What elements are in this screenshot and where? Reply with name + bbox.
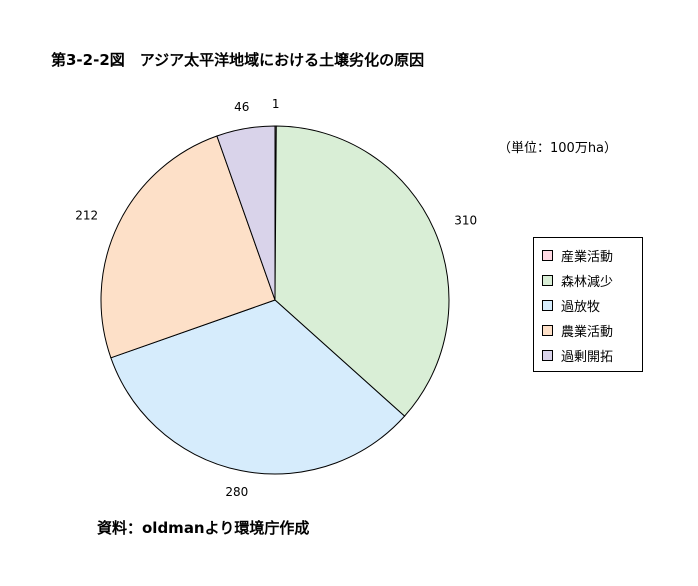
source-note: 資料：oldmanより環境庁作成: [97, 519, 310, 537]
legend-label: 産業活動: [561, 249, 614, 265]
pie-slice-2: [274, 125, 450, 417]
legend-swatch: [542, 324, 553, 336]
pie-slice-4: [100, 135, 276, 359]
legend-label: 森林減少: [561, 274, 614, 290]
legend-item: 農業活動: [542, 321, 614, 340]
legend: 産業活動森林減少過放牧農業活動過剰開拓: [533, 237, 643, 372]
legend-swatch: [542, 349, 553, 361]
legend-swatch: [542, 299, 553, 311]
legend-item: 産業活動: [542, 246, 614, 265]
legend-label: 過剰開拓: [561, 349, 614, 365]
pie-slice-5: [216, 125, 276, 301]
pie-data-label-3: 280: [225, 485, 248, 499]
pie-data-label-4: 212: [75, 208, 98, 222]
legend-label: 農業活動: [561, 324, 614, 340]
pie-data-label-1: 1: [272, 97, 280, 111]
pie-data-label-5: 46: [234, 100, 249, 114]
legend-label: 過放牧: [561, 299, 601, 315]
chart-title: 第3-2-2図 アジア太平洋地域における土壌劣化の原因: [51, 51, 425, 69]
pie-slices: [100, 125, 450, 475]
pie-slice-3: [110, 299, 406, 475]
pie-data-labels: 1 310 280 212 46: [75, 97, 477, 499]
legend-swatch: [542, 274, 553, 286]
legend-item: 過剰開拓: [542, 346, 614, 365]
unit-label: （単位：100万ha）: [498, 141, 618, 156]
legend-item: 森林減少: [542, 271, 614, 290]
pie-data-label-2: 310: [454, 214, 477, 228]
legend-item: 過放牧: [542, 296, 601, 315]
legend-swatch: [542, 249, 553, 261]
